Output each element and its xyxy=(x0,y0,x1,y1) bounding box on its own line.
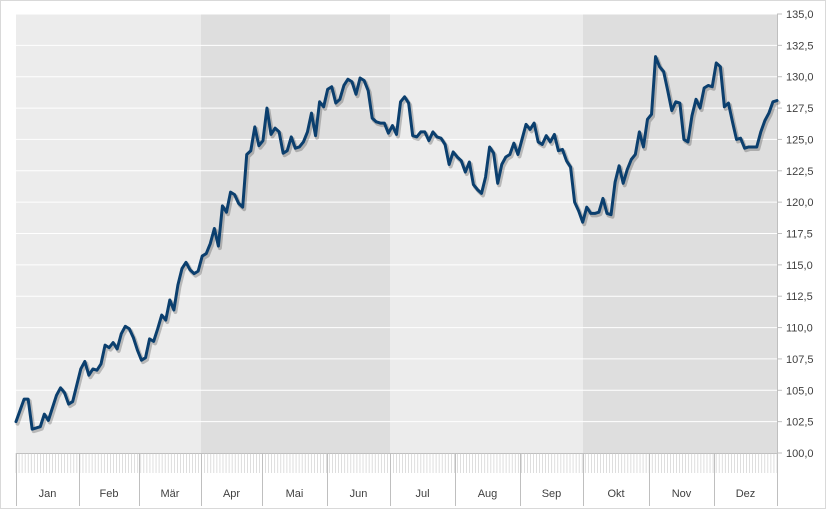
y-tick-label: 125,0 xyxy=(786,134,814,146)
x-tick-label-5: Mai xyxy=(286,488,304,500)
x-tick-label-11: Nov xyxy=(672,488,692,500)
x-tick-label-6: Jun xyxy=(350,488,368,500)
y-tick-label: 100,0 xyxy=(786,448,814,460)
x-tick-label-3: Mär xyxy=(161,488,180,500)
x-tick-label-4: Apr xyxy=(223,488,240,500)
x-axis: Jan Feb Mär Apr Mai Jun Jul Aug Sep Okt Nov Dez xyxy=(15,453,778,506)
y-tick-label: 120,0 xyxy=(786,197,814,209)
y-tick-label: 112,5 xyxy=(786,291,813,303)
x-tick-label-7: Jul xyxy=(415,488,429,500)
series-layer xyxy=(14,55,781,434)
y-tick-label: 127,5 xyxy=(786,103,814,115)
x-tick-label-1: Jan xyxy=(39,488,57,500)
series-line xyxy=(14,55,779,431)
x-tick-label-9: Sep xyxy=(542,488,562,500)
x-tick-label-8: Aug xyxy=(478,488,498,500)
y-axis: 100,0 102,5 105,0 107,5 110,0 112,5 115,0 117,5… xyxy=(777,9,814,478)
y-tick-label: 110,0 xyxy=(786,323,813,335)
x-tick-label-10: Okt xyxy=(607,488,624,500)
y-tick-label: 122,5 xyxy=(786,166,814,178)
x-tick-label-12: Dez xyxy=(736,488,756,500)
horizontal-gridlines xyxy=(16,13,777,423)
x-tick-label-2: Feb xyxy=(100,488,119,500)
y-tick-label: 117,5 xyxy=(786,229,813,241)
y-tick-label: 102,5 xyxy=(786,417,814,429)
y-tick-label: 130,0 xyxy=(786,72,814,84)
y-tick-label: 105,0 xyxy=(786,385,814,397)
y-tick-label: 107,5 xyxy=(786,354,814,366)
y-tick-label: 115,0 xyxy=(786,260,813,272)
y-tick-label: 132,5 xyxy=(786,40,814,52)
y-tick-label: 135,0 xyxy=(786,9,814,21)
